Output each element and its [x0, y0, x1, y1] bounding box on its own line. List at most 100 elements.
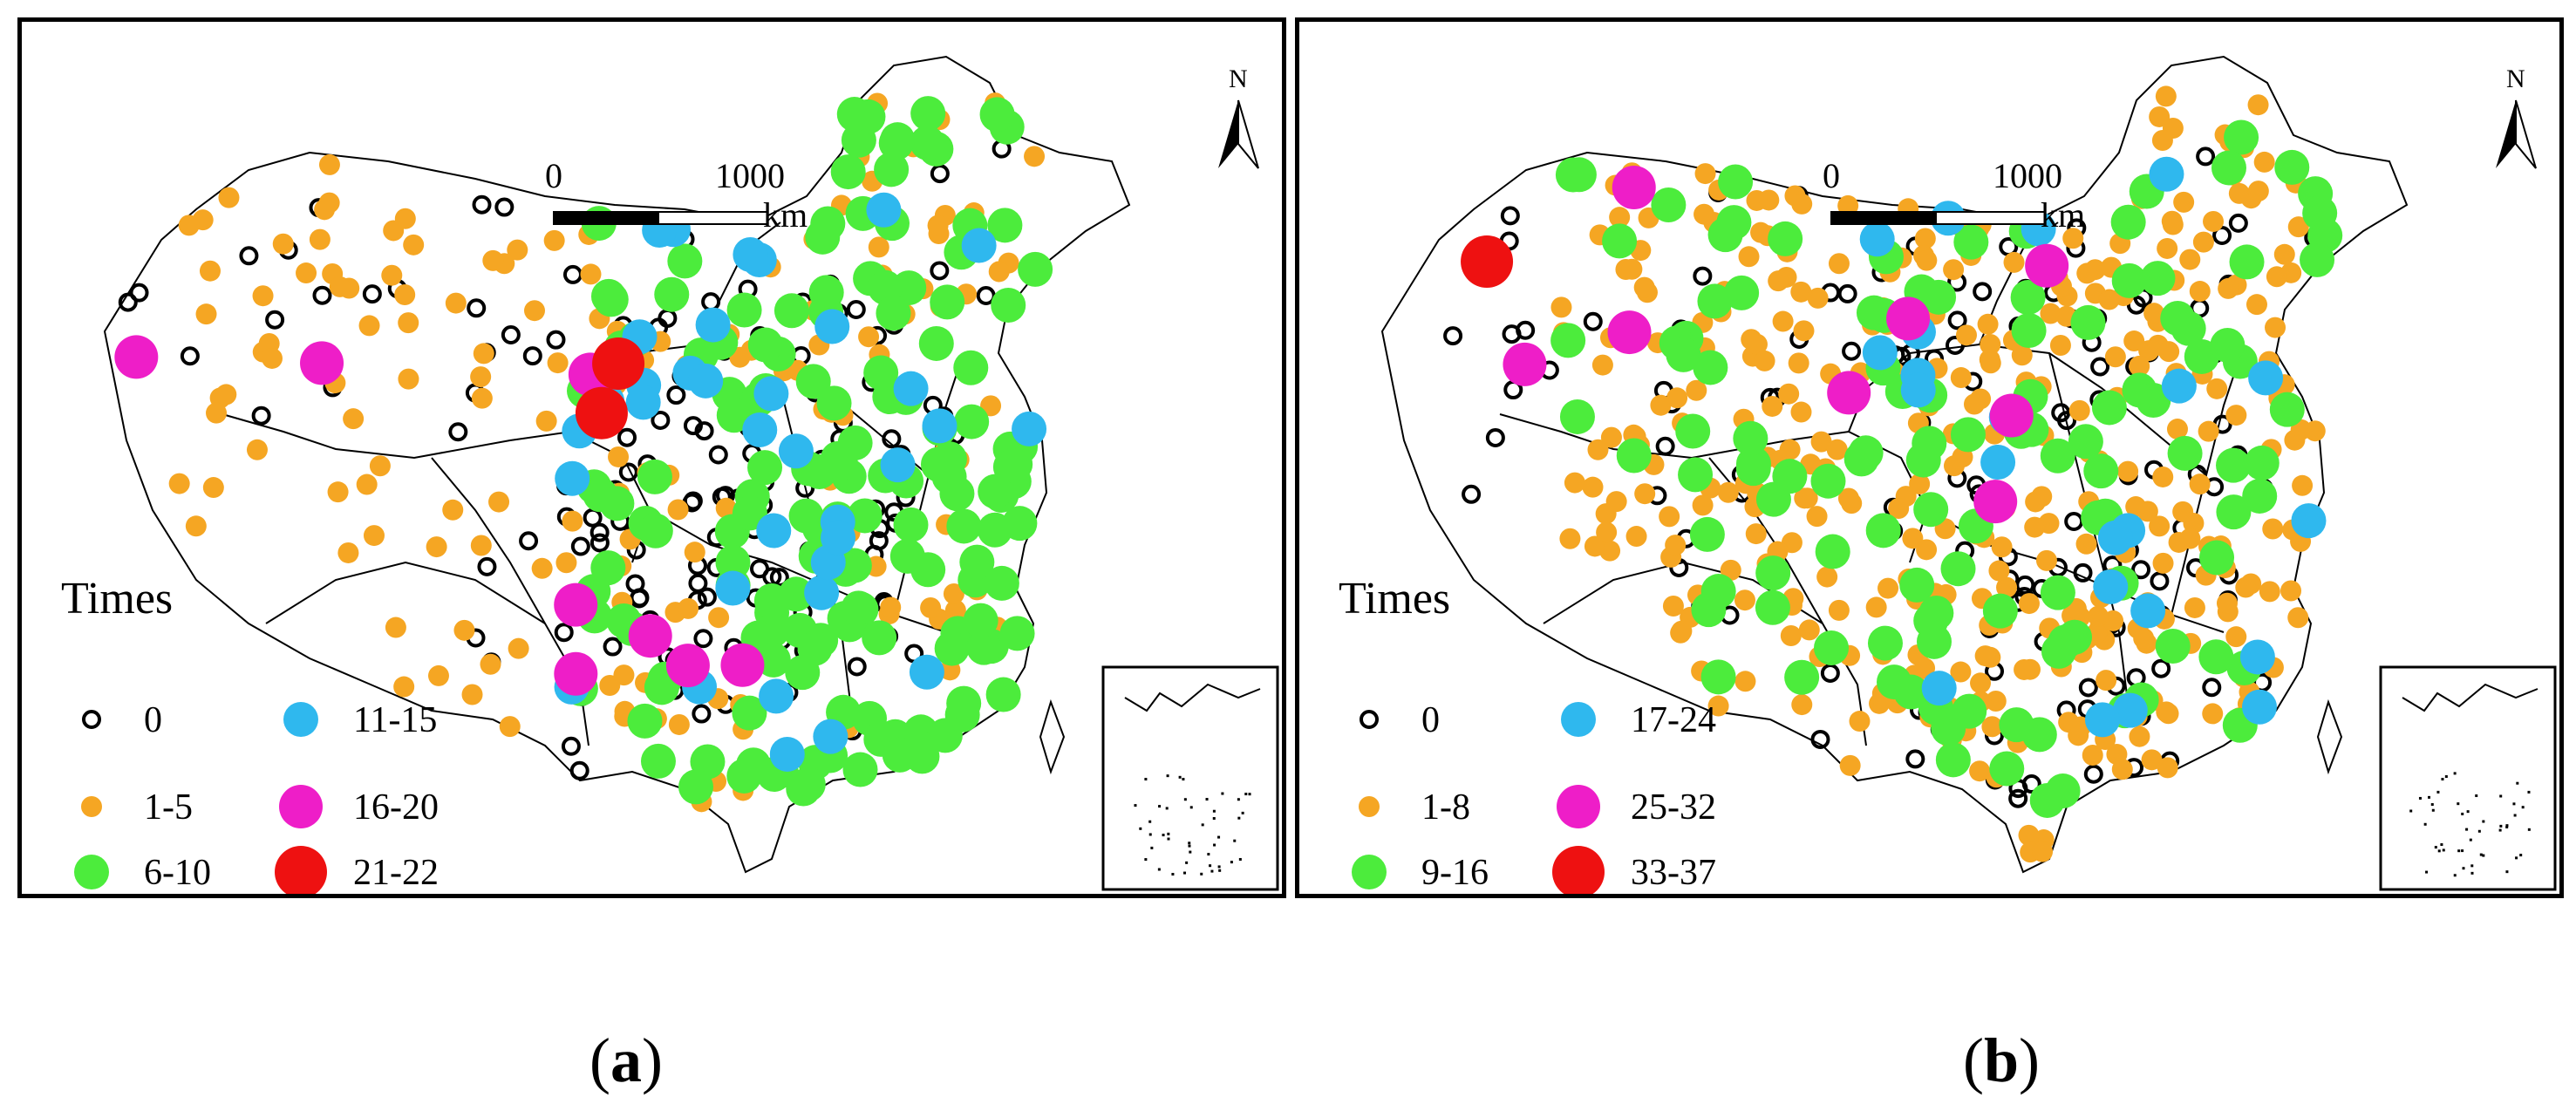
station-marker: [1584, 535, 1605, 557]
station-marker: [805, 219, 841, 255]
station-marker: [2189, 474, 2211, 495]
station-marker: [2073, 562, 2093, 583]
station-marker: [678, 597, 699, 619]
station-marker: [678, 769, 713, 805]
station-marker: [2229, 244, 2265, 280]
legend-symbol: [1557, 785, 1600, 828]
station-marker: [1650, 394, 1672, 416]
station-marker: [697, 587, 717, 607]
station-marker: [2083, 764, 2103, 784]
station-marker: [2157, 703, 2179, 725]
station-marker: [953, 350, 989, 385]
station-marker: [1462, 484, 1482, 504]
station-marker: [998, 446, 1033, 482]
station-marker: [2162, 214, 2184, 235]
station-marker: [488, 491, 510, 513]
station-marker: [494, 197, 515, 217]
station-marker: [2155, 85, 2177, 107]
legend-symbol: [1561, 702, 1596, 737]
north-label: N: [2506, 65, 2525, 93]
station-marker: [2192, 231, 2214, 253]
station-marker: [747, 450, 783, 486]
station-marker: [2147, 334, 2169, 356]
station-marker: [215, 384, 237, 405]
station-marker: [2087, 605, 2109, 627]
station-marker: [1693, 266, 1713, 286]
station-marker: [2035, 549, 2057, 571]
station-marker: [575, 386, 628, 439]
station-marker: [2179, 528, 2201, 549]
station-marker: [880, 122, 916, 158]
scale-unit-label: km: [2041, 195, 2085, 235]
station-marker: [1666, 387, 1688, 409]
station-marker: [1612, 165, 1656, 209]
station-marker: [369, 455, 391, 477]
station-marker: [114, 335, 159, 379]
station-marker: [2300, 242, 2335, 277]
station-marker: [1973, 480, 2018, 524]
scale-bar: 0 1000 km: [545, 156, 808, 235]
station-marker: [168, 473, 190, 494]
station-marker: [847, 498, 883, 534]
station-marker: [1943, 259, 1965, 281]
station-marker: [1784, 659, 1820, 695]
station-marker: [2198, 639, 2234, 675]
station-marker: [683, 416, 703, 436]
station-marker: [309, 228, 331, 250]
station-marker: [2110, 204, 2146, 240]
station-marker: [2111, 759, 2133, 780]
station-marker: [1745, 523, 1767, 545]
station-marker: [640, 743, 676, 779]
station-marker: [1820, 663, 1840, 683]
station-marker: [427, 664, 449, 686]
station-marker: [1826, 439, 1848, 460]
station-marker: [2014, 658, 2035, 680]
station-marker: [554, 583, 598, 627]
station-marker: [814, 309, 850, 344]
station-marker: [2216, 494, 2252, 530]
station-marker: [2184, 596, 2205, 618]
station-marker: [480, 653, 501, 675]
station-marker: [627, 703, 663, 739]
station-marker: [1996, 576, 2018, 598]
station-marker: [1950, 661, 1972, 683]
legend-symbol: [1552, 846, 1605, 894]
station-marker: [2018, 593, 2040, 615]
station-marker: [2253, 151, 2275, 173]
station-marker: [715, 545, 751, 581]
station-marker: [1700, 574, 1736, 610]
station-marker: [1768, 221, 1803, 256]
station-marker: [684, 542, 705, 563]
station-marker: [2057, 619, 2093, 655]
legend-label: 1-5: [144, 787, 193, 828]
station-marker: [599, 674, 621, 696]
scale-unit-label: km: [763, 195, 808, 235]
station-marker: [963, 603, 998, 638]
station-marker: [651, 410, 671, 430]
station-marker: [866, 192, 902, 228]
station-marker: [329, 276, 351, 297]
station-marker: [1502, 324, 1522, 344]
station-marker: [943, 583, 964, 604]
station-marker: [1991, 536, 2013, 558]
station-marker: [403, 234, 425, 256]
station-marker: [984, 565, 1019, 601]
station-marker: [261, 347, 283, 369]
station-marker: [874, 152, 910, 187]
station-marker: [1970, 672, 1992, 694]
station-marker: [1670, 622, 1692, 644]
station-marker: [816, 385, 852, 421]
station-marker: [759, 678, 794, 714]
station-marker: [2040, 303, 2061, 324]
station-marker: [362, 284, 382, 304]
station-marker: [735, 747, 771, 783]
station-marker: [482, 249, 504, 271]
station-marker: [668, 713, 690, 735]
station-marker: [129, 283, 149, 303]
station-marker: [654, 276, 690, 312]
station-marker: [1815, 534, 1850, 569]
station-marker: [272, 233, 294, 255]
station-marker: [625, 574, 645, 594]
station-marker: [1837, 283, 1857, 303]
station-marker: [2292, 474, 2314, 496]
